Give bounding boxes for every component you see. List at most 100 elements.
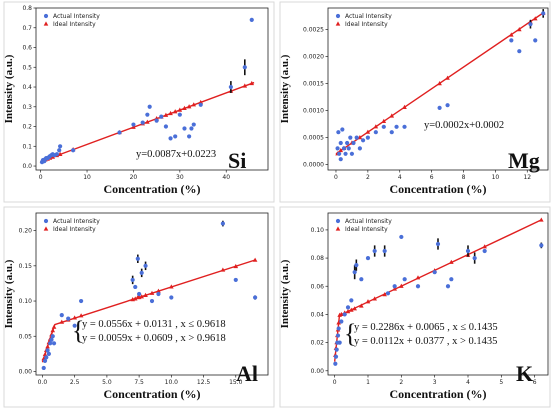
ideal-point [389,113,395,118]
actual-point [228,84,233,90]
actual-point [348,135,353,140]
fit-equation: y = 0.0556x + 0.0131 , x ≤ 0.9618 [82,319,226,330]
ideal-point [365,299,371,304]
x-tick-label: 0 [39,174,43,181]
actual-point [242,65,247,70]
ideal-point [42,351,48,357]
actual-point [137,291,142,297]
ideal-point [149,290,155,295]
ideal-point [177,107,183,112]
actual-point [133,284,138,290]
fit-equation: y = 0.0059x + 0.0609 , x > 0.9618 [82,333,226,344]
actual-point [147,104,152,109]
ideal-point [399,283,404,288]
x-tick-label: 30 [176,174,184,181]
legend-ideal-label: Ideal Intensity [53,21,96,28]
actual-point [159,114,164,119]
actual-point [365,135,370,140]
fit-equation: y = 0.0112x + 0.0377 , x > 0.1435 [354,336,497,347]
ideal-point [182,105,187,110]
panel-border [279,206,551,408]
actual-point [343,151,348,156]
actual-point [432,270,437,275]
ideal-point [186,104,192,109]
actual-point [539,243,544,248]
ideal-point [437,81,442,86]
y-tick-label: 0.0010 [303,108,324,115]
y-tick-label: 0.1 [22,143,32,150]
actual-point [156,291,161,297]
panel-al: 0.0 2.5 5.0 7.5 10.0 12.5 15.0 0.00 0.05 0.10 0.15… [3,206,275,408]
actual-point [335,333,341,338]
actual-point [415,284,421,289]
ideal-point [145,119,150,124]
x-tick-label: 2 [366,174,370,181]
y-tick-label: 0.7 [22,25,32,32]
actual-point [187,134,192,139]
ideal-point [392,286,397,291]
y-tick-label: 0.02 [311,340,325,347]
ideal-point [415,275,421,280]
actual-point [72,323,77,328]
ideal-point [131,124,136,129]
x-tick-label: 4 [466,379,470,386]
x-axis-label: Concentration (%) [104,182,201,196]
actual-point [57,148,62,153]
y-axis-label: Intensity (a.u.) [279,54,291,123]
actual-point [359,277,364,282]
fit-equation: y=0.0002x+0.0002 [424,120,504,131]
legend-ideal-marker [43,226,49,231]
ideal-point [445,75,450,80]
ideal-point [249,80,255,86]
actual-point [46,351,51,356]
actual-point [253,295,258,300]
x-tick-label: 40 [222,174,230,181]
actual-point [58,144,63,149]
ideal-point [349,307,354,312]
panel-k: 0 1 2 3 4 5 6 0.00 0.02 0.04 0.06 0.08 0.10 Concentra… [279,206,551,408]
actual-point [365,255,371,261]
actual-point [482,248,487,254]
legend-actual-marker [335,13,341,19]
actual-point [337,340,342,345]
panel-si: 0 10 20 30 40 0.0 0.1 0.2 0.3 0.4 0.5 0.6 0.7 0.8 Conc… [3,1,275,203]
ideal-point [532,16,538,21]
x-tick-label: 5 [499,379,503,386]
actual-point [333,354,339,359]
fit-equation: y = 0.2286x + 0.0065 , x ≤ 0.1435 [354,322,498,333]
equation-brace: { [344,319,356,348]
ideal-point [373,124,379,129]
x-tick-label: 1 [366,379,370,386]
plot-frame [35,7,269,171]
y-tick-label: 0.15 [19,263,33,270]
actual-point [163,124,169,129]
x-tick-label: 10 [83,174,91,181]
actual-point [182,126,187,131]
ideal-point [357,135,363,140]
ideal-point [381,118,387,123]
x-tick-label: 0 [333,379,337,386]
actual-point [79,298,84,304]
actual-point [54,152,59,157]
x-tick-label: 20 [130,174,138,181]
actual-point [399,234,404,240]
panel-border [3,1,275,203]
y-tick-label: 0.05 [19,333,33,340]
legend-actual-marker [335,218,341,224]
actual-point [509,38,514,43]
actual-point [143,263,148,268]
x-tick-label: 10 [492,174,500,181]
legend-ideal-label: Ideal Intensity [345,21,388,28]
legend-ideal-marker [43,21,49,26]
actual-point [139,270,144,275]
y-tick-label: 0.4 [22,84,32,91]
y-tick-label: 0.10 [311,227,325,234]
x-tick-label: 4 [398,174,402,181]
actual-point [394,124,399,129]
element-label: Mg [508,148,540,173]
ideal-point [372,296,377,301]
legend-actual-label: Actual Intensity [53,13,100,20]
actual-point [338,157,343,162]
actual-point [357,146,362,151]
actual-point [337,151,342,156]
